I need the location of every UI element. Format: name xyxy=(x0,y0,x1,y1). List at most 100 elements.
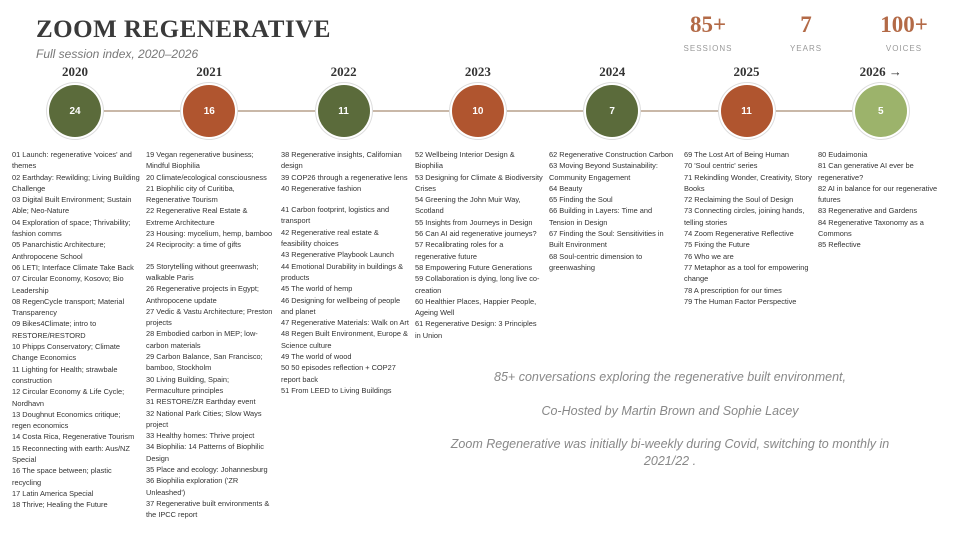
session-item: 50 50 episodes reflection + COP27 report… xyxy=(281,363,396,384)
stat-label: VOICES xyxy=(885,44,923,53)
session-item: 79 The Human Factor Perspective xyxy=(684,296,797,306)
session-item: 66 Building in Layers: Time and Tension … xyxy=(549,206,653,227)
session-item: 81 Can generative AI ever be regenerativ… xyxy=(818,161,914,182)
session-item: 10 Phipps Conservatory; Climate Change E… xyxy=(12,342,121,363)
session-item: 25 Storytelling without greenwash; walka… xyxy=(146,261,259,282)
session-item: 68 Soul-centric dimension to greenwashin… xyxy=(549,251,643,272)
session-item: 40 Regenerative fashion xyxy=(281,183,362,193)
session-group: 69 The Lost Art of Being Human 70 'Soul c… xyxy=(684,149,812,307)
stat-value: 7 xyxy=(800,12,812,37)
session-group: 41 Carbon footprint, logistics and trans… xyxy=(281,204,409,396)
session-item: 31 RESTORE/ZR Earthday event xyxy=(146,397,256,407)
session-column: 01 Launch: regenerative 'voices' and the… xyxy=(12,149,140,521)
session-item: 57 Recalibrating roles for a regenerativ… xyxy=(415,240,504,261)
session-item: 69 The Lost Art of Being Human xyxy=(684,150,790,159)
session-item: 82 AI in balance for our regenerative fu… xyxy=(818,183,938,205)
year-label: 2026 → xyxy=(859,64,902,79)
stat-label: SESSIONS xyxy=(683,44,733,53)
session-column: 38 Regenerative insights, Californian de… xyxy=(281,149,409,406)
session-item: 83 Regenerative and Gardens xyxy=(818,206,918,216)
title: ZOOM REGENERATIVE xyxy=(36,16,331,43)
session-item: 84 Regenerative Taxonomy as a Commons xyxy=(818,217,924,239)
session-item: 20 Climate/ecological consciousness xyxy=(146,172,267,182)
session-column: 80 Eudaimonia 81 Can generative AI ever b… xyxy=(818,149,946,261)
session-item: 44 Emotional Durability in buildings & p… xyxy=(281,261,404,282)
session-item: 16 The space between; plastic recycling xyxy=(12,466,112,487)
session-item: 04 Exploration of space; Thrivability; f… xyxy=(12,217,131,239)
session-item: 74 Zoom Regenerative Reflective xyxy=(684,229,794,239)
session-item: 78 A prescription for our times xyxy=(684,285,782,295)
session-group: 19 Vegan regenerative business; Mindful … xyxy=(146,149,274,251)
session-item: 12 Circular Economy & Life Cycle; Nordha… xyxy=(12,387,125,408)
session-item: 32 National Park Cities; Slow Ways proje… xyxy=(146,408,262,429)
session-item: 37 Regenerative built environments & the… xyxy=(146,498,270,520)
session-column: 69 The Lost Art of Being Human 70 'Soul c… xyxy=(684,149,812,317)
session-item: 23 Housing: mycelium, hemp, bamboo xyxy=(146,229,273,239)
year-circle: 11 xyxy=(317,85,370,137)
session-item: 09 Bikes4Climate; intro to RESTORE/RESTO… xyxy=(12,319,97,340)
session-item: 56 Can AI aid regenerative journeys? xyxy=(415,229,537,239)
session-item: 21 Biophilic city of Curitiba, Regenerat… xyxy=(146,183,235,205)
stat-label: YEARS xyxy=(789,44,823,53)
session-item: 17 Latin America Special xyxy=(12,488,94,498)
stat: 7 YEARS xyxy=(756,12,856,53)
session-item: 71 Rekindling Wonder, Creativity, Story … xyxy=(684,172,812,193)
session-item: 80 Eudaimonia xyxy=(818,150,868,159)
subtitle: Full session index, 2020–2026 xyxy=(36,47,199,61)
session-column: 62 Regenerative Construction Carbon 63 Mo… xyxy=(549,149,677,283)
note: Co-Hosted by Martin Brown and Sophie Lac… xyxy=(541,404,799,418)
session-item: 49 The world of wood xyxy=(281,352,352,362)
session-group: 38 Regenerative insights, Californian de… xyxy=(281,149,409,194)
session-item: 05 Panarchistic Architecture; Anthropoce… xyxy=(12,240,106,261)
note: 85+ conversations exploring the regenera… xyxy=(494,370,846,384)
session-item: 28 Embodied carbon in MEP; low-carbon ma… xyxy=(146,329,258,350)
session-item: 72 Reclaiming the Soul of Design xyxy=(684,195,794,205)
year-label: 2023 xyxy=(464,64,491,79)
session-item: 52 Wellbeing Interior Design & Biophilia xyxy=(415,150,515,171)
session-item: 22 Regenerative Real Estate & Extreme Ar… xyxy=(146,206,248,227)
stat-value: 85+ xyxy=(689,12,727,37)
year-label: 2024 xyxy=(599,64,626,79)
session-item: 60 Healthier Places, Happier People, Age… xyxy=(415,296,537,318)
year-label: 2020 xyxy=(62,64,88,79)
session-item: 08 RegenCycle transport; Material Transp… xyxy=(12,296,125,318)
session-item: 76 Who we are xyxy=(684,251,734,261)
session-item: 03 Digital Built Environment; Sustain Ab… xyxy=(12,195,132,216)
session-column: 19 Vegan regenerative business; Mindful … xyxy=(146,149,274,531)
session-item: 01 Launch: regenerative 'voices' and the… xyxy=(12,150,132,171)
session-item: 24 Reciprocity: a time of gifts xyxy=(146,240,241,250)
session-item: 47 Regenerative Materials: Walk on Art xyxy=(281,318,409,328)
year-label: 2022 xyxy=(330,64,357,79)
session-item: 75 Fixing the Future xyxy=(684,240,750,250)
session-item: 64 Beauty xyxy=(549,183,583,193)
session-item: 58 Empowering Future Generations xyxy=(415,262,533,272)
session-item: 63 Moving Beyond Sustainability: Communi… xyxy=(549,161,658,182)
year-circle: 11 xyxy=(720,85,773,137)
year-label: 2021 xyxy=(196,64,223,79)
session-column: 52 Wellbeing Interior Design & Biophilia… xyxy=(415,149,543,351)
session-group: 80 Eudaimonia 81 Can generative AI ever b… xyxy=(818,149,946,251)
session-item: 11 Lighting for Health; strawbale constr… xyxy=(12,364,118,385)
year-circle: 24 xyxy=(49,85,101,137)
session-item: 33 Healthy homes: Thrive project xyxy=(146,431,255,441)
session-item: 48 Regen Built Environment, Europe & Sci… xyxy=(281,329,408,350)
session-item: 06 LETI; Interface Climate Take Back xyxy=(12,262,134,272)
session-item: 27 Vedic & Vastu Architecture; Preston p… xyxy=(146,306,273,328)
session-item: 19 Vegan regenerative business; Mindful … xyxy=(146,150,254,171)
session-item: 36 Biophilia exploration ('ZR Unleashed'… xyxy=(146,476,239,497)
session-item: 61 Regenerative Design: 3 Principles in … xyxy=(415,319,537,340)
session-group: 01 Launch: regenerative 'voices' and the… xyxy=(12,149,140,511)
year-circle: 5 xyxy=(854,85,907,137)
stat: 85+ SESSIONS xyxy=(658,12,758,53)
session-item: 62 Regenerative Construction Carbon xyxy=(549,150,674,159)
year-label: 2025 xyxy=(733,64,760,79)
session-item: 29 Carbon Balance, San Francisco; bamboo… xyxy=(146,352,263,373)
session-item: 65 Finding the Soul xyxy=(549,195,613,205)
session-item: 35 Place and ecology: Johannesburg xyxy=(146,465,268,475)
stat-value: 100+ xyxy=(880,12,928,37)
session-item: 59 Collaboration is dying, long live co-… xyxy=(415,274,540,295)
session-item: 14 Costa Rica, Regenerative Tourism xyxy=(12,432,135,442)
year-circle: 7 xyxy=(586,85,639,137)
session-item: 55 Insights from Journeys in Design xyxy=(415,217,533,227)
